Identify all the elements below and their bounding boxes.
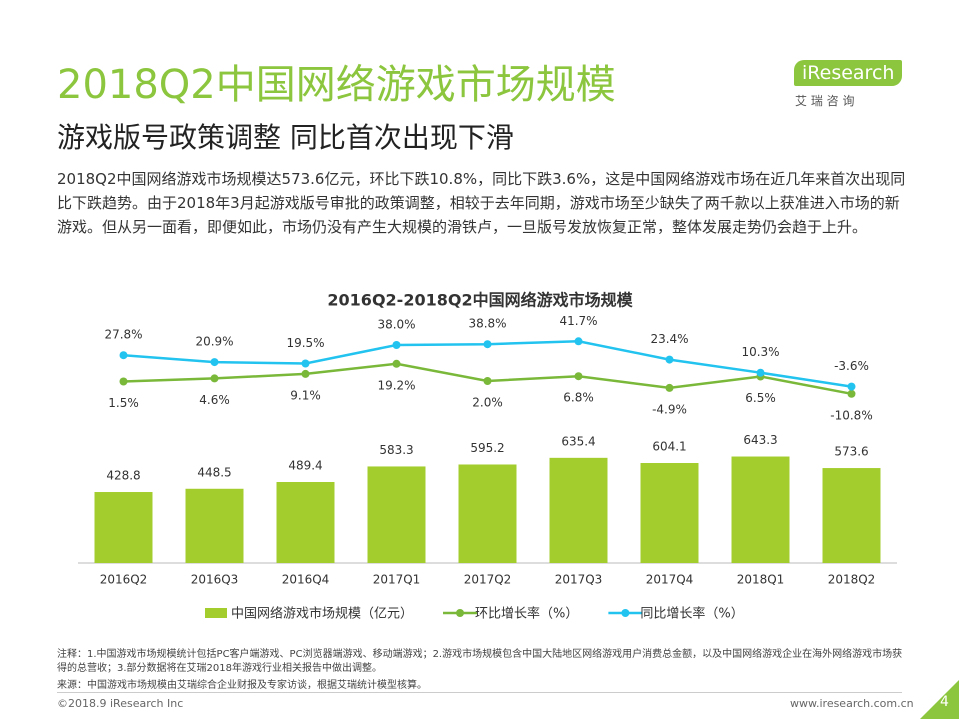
value-label: -10.8% [830, 408, 872, 422]
bar [640, 463, 699, 563]
value-label: 27.8% [104, 328, 142, 342]
value-label: 9.1% [290, 388, 321, 402]
value-label: 448.5 [197, 465, 231, 479]
bar [185, 488, 244, 563]
bar [458, 464, 517, 563]
x-tick-label: 2018Q1 [737, 573, 785, 587]
point [665, 383, 674, 392]
point [847, 389, 856, 398]
value-label: 4.6% [199, 393, 230, 407]
value-label: -4.9% [652, 402, 687, 416]
point [392, 341, 401, 349]
value-label: 583.3 [379, 443, 413, 457]
legend-label: 中国网络游戏市场规模（亿元） [231, 606, 413, 622]
value-label: 643.3 [743, 433, 777, 447]
subtitle: 游戏版号政策调整 同比首次出现下滑 [57, 121, 514, 154]
value-label: 2.0% [472, 396, 503, 410]
value-label: 1.5% [108, 396, 139, 410]
point [119, 377, 128, 386]
x-tick-label: 2016Q3 [191, 573, 239, 587]
url: www.iresearch.com.cn [790, 697, 914, 710]
value-label: 19.5% [286, 336, 324, 350]
x-tick-label: 2017Q1 [373, 573, 421, 587]
bar [822, 468, 881, 563]
legend-marker [621, 609, 630, 617]
chart-title: 2016Q2-2018Q2中国网络游戏市场规模 [327, 291, 633, 310]
legend-label: 环比增长率（%） [475, 606, 578, 622]
point [574, 372, 583, 381]
value-label: 489.4 [288, 458, 322, 472]
source: 来源：中国游戏市场规模由艾瑞综合企业财报及专家访谈，根据艾瑞统计模型核算。 [57, 680, 427, 691]
note: 注释：1.中国游戏市场规模统计包括PC客户端游戏、PC浏览器端游戏、移动端游戏；… [57, 649, 903, 674]
value-label: 38.8% [468, 317, 506, 331]
point [574, 337, 583, 346]
point [210, 358, 219, 367]
value-label: 10.3% [741, 345, 779, 359]
x-tick-label: 2018Q2 [828, 573, 876, 587]
x-tick-label: 2017Q4 [646, 573, 694, 587]
x-tick-label: 2017Q3 [555, 573, 603, 587]
value-label: 635.4 [561, 434, 595, 448]
bar [731, 456, 790, 563]
value-label: 38.0% [377, 318, 415, 332]
value-label: 573.6 [834, 445, 868, 459]
value-label: 604.1 [652, 440, 686, 454]
point [756, 368, 765, 377]
legend-swatch [205, 608, 227, 618]
value-label: 19.2% [377, 378, 415, 392]
footer-rule [57, 692, 902, 693]
legend-label: 同比增长率（%） [640, 606, 743, 622]
logo: iResearch [794, 60, 903, 86]
logo-cn: 艾 瑞 咨 询 [795, 94, 855, 108]
point [392, 359, 401, 368]
point [119, 351, 128, 360]
bar [94, 492, 153, 563]
point [210, 374, 219, 383]
copyright: ©2018.9 iResearch Inc [57, 697, 184, 710]
point [483, 377, 492, 385]
title: 2018Q2中国网络游戏市场规模 [57, 62, 616, 108]
value-label: 41.7% [559, 314, 597, 328]
bar [367, 466, 426, 563]
point [483, 340, 492, 349]
x-tick-label: 2016Q4 [282, 573, 330, 587]
point [665, 355, 674, 364]
x-tick-label: 2017Q2 [464, 573, 512, 587]
bar [276, 481, 335, 563]
legend-marker [456, 609, 465, 617]
x-tick-label: 2016Q2 [100, 573, 148, 587]
point [847, 382, 856, 391]
body-text: 2018Q2中国网络游戏市场规模达573.6亿元，环比下跌10.8%，同比下跌3… [57, 170, 906, 236]
value-label: 6.8% [563, 391, 594, 405]
value-label: 6.5% [745, 391, 776, 405]
corner [920, 680, 959, 719]
value-label: 595.2 [470, 441, 504, 455]
value-label: 23.4% [650, 332, 688, 346]
point [301, 369, 310, 378]
value-label: 428.8 [106, 469, 140, 483]
value-label: -3.6% [834, 359, 869, 373]
page-number: 4 [940, 694, 949, 710]
value-label: 20.9% [195, 335, 233, 349]
bar [549, 457, 608, 563]
point [301, 359, 310, 368]
